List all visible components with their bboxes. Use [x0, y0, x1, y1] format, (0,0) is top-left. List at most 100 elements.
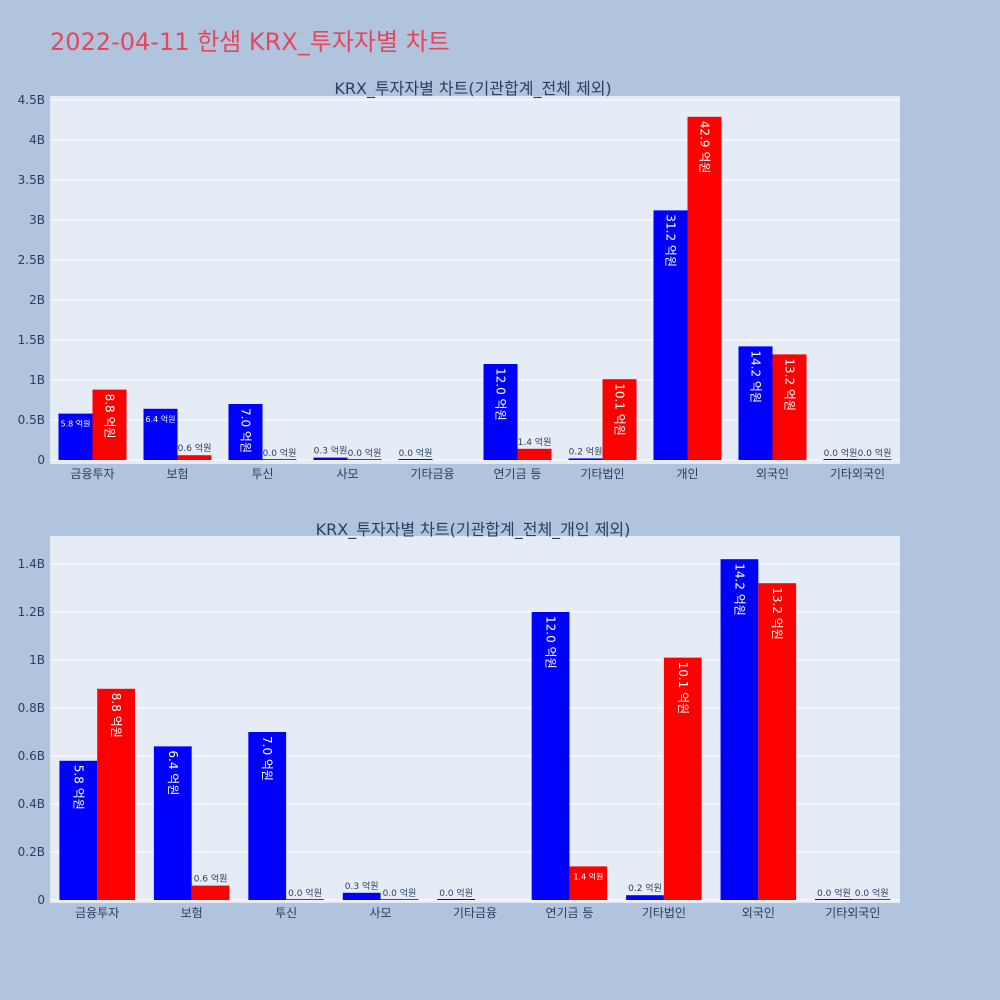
bar: [483, 364, 518, 460]
bar: [143, 408, 178, 460]
bar: [177, 455, 212, 460]
x-tick-label: 연기금 등: [494, 467, 542, 481]
bar: [59, 760, 98, 900]
bar: [857, 459, 892, 460]
data-label: 0.0 억원: [858, 447, 892, 459]
y-tick-label: 4.5B: [18, 93, 45, 107]
data-label: 10.1 억원: [676, 662, 690, 715]
x-tick-label: 외국인: [756, 467, 789, 481]
chart-1: 0 0.5B 1B 1.5B 2B 2.5B 3B 3.5B 4B 4.5B KRX_투자자별 차트…: [18, 79, 900, 481]
bar: [313, 457, 348, 460]
data-label: 0.0 억원: [439, 887, 473, 899]
data-label: 1.4 억원: [518, 436, 552, 448]
data-label: 0.0 억원: [263, 447, 297, 459]
y-tick-label: 0: [37, 893, 45, 907]
data-label: 0.0 억원: [824, 447, 858, 459]
y-tick-label: 1B: [29, 373, 45, 387]
bar: [653, 210, 688, 460]
y-tick-label: 0.6B: [18, 749, 45, 763]
y-tick-label: 2B: [29, 293, 45, 307]
data-label: 0.6 억원: [194, 873, 228, 885]
y-tick-label: 1B: [29, 653, 45, 667]
bar: [92, 389, 127, 460]
x-tick-label: 사모: [336, 467, 358, 481]
data-label: 5.8 억원: [71, 765, 85, 810]
x-tick-label: 기타금융: [453, 906, 497, 920]
y-tick-label: 1.5B: [18, 333, 45, 347]
bar: [342, 892, 381, 900]
data-label: 6.4 억원: [146, 414, 176, 424]
bar: [347, 459, 382, 460]
data-label: 0.2 억원: [628, 882, 662, 894]
bar: [262, 459, 297, 460]
bar: [191, 885, 230, 900]
data-label: 0.6 억원: [178, 442, 212, 454]
bar: [626, 895, 664, 900]
data-label: 0.2 억원: [569, 445, 603, 457]
bar: [568, 458, 603, 460]
y-tick-label: 4B: [29, 133, 45, 147]
bar: [738, 346, 773, 460]
data-label: 6.4 억원: [166, 750, 180, 795]
data-label: 8.8 억원: [109, 693, 123, 738]
bar: [398, 459, 433, 460]
data-label: 7.0 억원: [239, 408, 253, 453]
chart-2: 0 0.2B 0.4B 0.6B 0.8B 1B 1.2B 1.4B KRX_투자자별 차트(기…: [18, 520, 900, 920]
data-label: 12.0 억원: [544, 616, 558, 669]
bar: [437, 899, 475, 900]
bar: [531, 612, 570, 900]
chart-title: KRX_투자자별 차트(기관합계_전체_개인 제외): [316, 520, 631, 540]
bar: [758, 583, 797, 900]
x-tick-label: 보험: [166, 467, 188, 481]
bar: [772, 354, 807, 460]
y-tick-label: 0.2B: [18, 845, 45, 859]
bar: [569, 866, 608, 900]
x-tick-label: 기타법인: [642, 906, 686, 920]
x-tick-label: 금융투자: [70, 467, 114, 481]
x-tick-label: 기타외국인: [830, 467, 885, 481]
y-tick-label: 1.2B: [18, 605, 45, 619]
data-label: 7.0 억원: [260, 736, 274, 781]
bar: [228, 404, 263, 460]
bar: [663, 657, 702, 900]
data-label: 31.2 억원: [664, 214, 678, 267]
bar: [823, 459, 858, 460]
data-label: 8.8 억원: [103, 394, 117, 439]
x-tick-label: 기타금융: [410, 467, 454, 481]
x-tick-label: 연기금 등: [545, 906, 593, 920]
page-title: 2022-04-11 한샘 KRX_투자자별 차트: [50, 28, 450, 56]
bar: [380, 899, 419, 900]
chart-title: KRX_투자자별 차트(기관합계_전체 제외): [334, 79, 611, 99]
x-tick-label: 금융투자: [75, 906, 119, 920]
y-tick-label: 2.5B: [18, 253, 45, 267]
data-label: 0.0 억원: [348, 447, 382, 459]
bar: [815, 899, 853, 900]
bar: [687, 116, 722, 461]
x-tick-label: 투신: [251, 467, 273, 481]
bar: [58, 413, 93, 460]
data-label: 1.4 억원: [573, 871, 603, 881]
data-label: 12.0 억원: [494, 368, 508, 421]
bar: [97, 688, 135, 900]
data-label: 0.0 억원: [383, 887, 417, 899]
data-label: 0.0 억원: [855, 887, 889, 899]
y-tick-label: 0: [37, 453, 45, 467]
bar: [153, 746, 192, 900]
data-label: 0.3 억원: [314, 445, 348, 457]
y-tick-label: 0.5B: [18, 413, 45, 427]
data-label: 14.2 억원: [732, 563, 746, 616]
data-label: 42.9 억원: [698, 121, 712, 174]
y-tick-label: 0.8B: [18, 701, 45, 715]
x-tick-label: 기타외국인: [825, 906, 880, 920]
y-tick-label: 1.4B: [18, 557, 45, 571]
x-tick-label: 개인: [676, 467, 698, 481]
data-label: 5.8 억원: [61, 419, 91, 429]
x-tick-label: 사모: [370, 906, 392, 920]
data-label: 13.2 억원: [783, 358, 797, 411]
data-label: 0.3 억원: [345, 880, 379, 892]
bar: [517, 448, 552, 460]
bar: [248, 732, 287, 900]
bar: [720, 559, 759, 900]
y-tick-label: 0.4B: [18, 797, 45, 811]
bar: [852, 899, 891, 900]
